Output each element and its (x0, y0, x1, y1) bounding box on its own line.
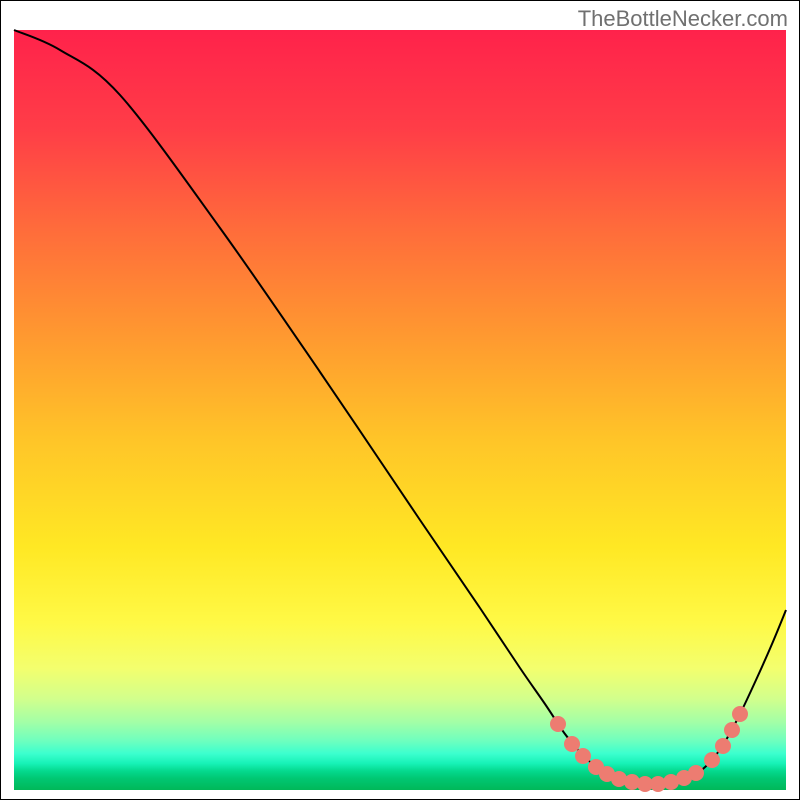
chart-background-gradient (0, 0, 800, 800)
bottleneck-chart: TheBottleNecker.com (0, 0, 800, 800)
attribution-label: TheBottleNecker.com (578, 6, 788, 32)
